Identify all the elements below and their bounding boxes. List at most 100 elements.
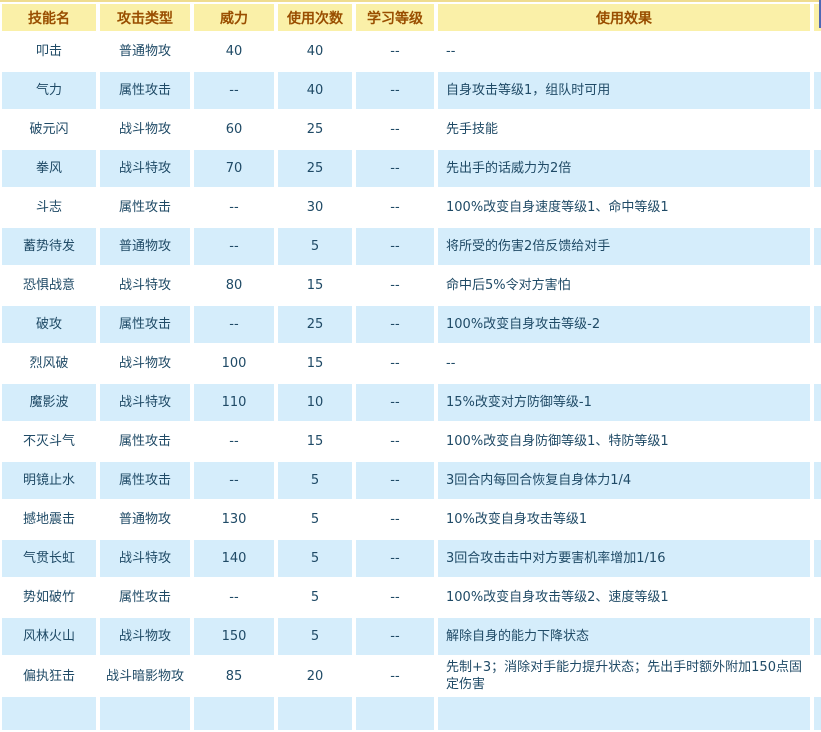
cell-level: -- <box>356 501 434 538</box>
cell-pp: 30 <box>278 189 352 226</box>
cell-effect: 将所受的伤害2倍反馈给对手 <box>438 228 810 265</box>
cell-power: -- <box>194 228 274 265</box>
cell-level: -- <box>356 228 434 265</box>
column-header: 威力 <box>194 4 274 31</box>
cell-pp: 5 <box>278 462 352 499</box>
edge-column-header <box>814 4 821 31</box>
cell-empty <box>2 697 96 730</box>
cell-power: -- <box>194 306 274 343</box>
cell-skill: 斗志 <box>2 189 96 226</box>
table-row: 恐惧战意 战斗特攻 80 15 -- 命中后5%令对方害怕 <box>2 267 821 304</box>
cell-level: -- <box>356 462 434 499</box>
cell-level: -- <box>356 189 434 226</box>
table-row: 偏执狂击 战斗暗影物攻 85 20 -- 先制+3；消除对手能力提升状态；先出手时额外附加… <box>2 657 821 695</box>
cell-type: 属性攻击 <box>100 306 190 343</box>
edge-cell <box>814 150 821 187</box>
cell-power: 150 <box>194 618 274 655</box>
table-body: 叩击 普通物攻 40 40 -- -- 气力 属性攻击 -- 40 -- 自身攻击等级1，组队时可用破… <box>2 33 821 730</box>
edge-cell <box>814 540 821 577</box>
cell-pp: 25 <box>278 150 352 187</box>
table-row-clipped <box>2 697 821 730</box>
cell-pp: 5 <box>278 618 352 655</box>
cell-effect: -- <box>438 345 810 382</box>
table-row: 蓄势待发 普通物攻 -- 5 -- 将所受的伤害2倍反馈给对手 <box>2 228 821 265</box>
cell-pp: 10 <box>278 384 352 421</box>
cell-level: -- <box>356 267 434 304</box>
cell-effect: 100%改变自身防御等级1、特防等级1 <box>438 423 810 460</box>
edge-cell <box>814 423 821 460</box>
cell-pp: 25 <box>278 306 352 343</box>
cell-type: 战斗特攻 <box>100 150 190 187</box>
edge-cell <box>814 697 821 730</box>
cell-level: -- <box>356 384 434 421</box>
cell-power: 110 <box>194 384 274 421</box>
cell-type: 普通物攻 <box>100 228 190 265</box>
cell-type: 属性攻击 <box>100 462 190 499</box>
cell-level: -- <box>356 306 434 343</box>
cell-pp: 20 <box>278 657 352 695</box>
cell-type: 战斗特攻 <box>100 384 190 421</box>
table-row: 不灭斗气 属性攻击 -- 15 -- 100%改变自身防御等级1、特防等级1 <box>2 423 821 460</box>
cell-pp: 5 <box>278 540 352 577</box>
cell-pp: 5 <box>278 501 352 538</box>
cell-empty <box>100 697 190 730</box>
cell-skill: 势如破竹 <box>2 579 96 616</box>
cell-effect: 10%改变自身攻击等级1 <box>438 501 810 538</box>
cell-effect: 自身攻击等级1，组队时可用 <box>438 72 810 109</box>
table-row: 叩击 普通物攻 40 40 -- -- <box>2 33 821 70</box>
cell-level: -- <box>356 33 434 70</box>
cell-empty <box>278 697 352 730</box>
table-row: 斗志 属性攻击 -- 30 -- 100%改变自身速度等级1、命中等级1 <box>2 189 821 226</box>
cell-effect: 解除自身的能力下降状态 <box>438 618 810 655</box>
cell-skill: 恐惧战意 <box>2 267 96 304</box>
edge-cell <box>814 267 821 304</box>
cell-type: 属性攻击 <box>100 579 190 616</box>
cell-type: 属性攻击 <box>100 72 190 109</box>
table-row: 气力 属性攻击 -- 40 -- 自身攻击等级1，组队时可用 <box>2 72 821 109</box>
cell-skill: 烈风破 <box>2 345 96 382</box>
table-row: 拳风 战斗特攻 70 25 -- 先出手的话威力为2倍 <box>2 150 821 187</box>
cell-pp: 5 <box>278 579 352 616</box>
cell-level: -- <box>356 657 434 695</box>
column-header: 使用效果 <box>438 4 810 31</box>
edge-cell <box>814 306 821 343</box>
cell-power: -- <box>194 462 274 499</box>
cell-skill: 风林火山 <box>2 618 96 655</box>
header-row: 技能名 攻击类型 威力 使用次数 学习等级 使用效果 <box>2 4 821 31</box>
cell-skill: 蓄势待发 <box>2 228 96 265</box>
cell-effect: 15%改变对方防御等级-1 <box>438 384 810 421</box>
cell-skill: 明镜止水 <box>2 462 96 499</box>
cell-type: 战斗特攻 <box>100 540 190 577</box>
cell-effect: 100%改变自身攻击等级-2 <box>438 306 810 343</box>
edge-cell <box>814 189 821 226</box>
cell-power: -- <box>194 189 274 226</box>
cell-power: 85 <box>194 657 274 695</box>
cell-power: 70 <box>194 150 274 187</box>
table-row: 明镜止水 属性攻击 -- 5 -- 3回合内每回合恢复自身体力1/4 <box>2 462 821 499</box>
edge-cell <box>814 501 821 538</box>
edge-cell <box>814 111 821 148</box>
cell-level: -- <box>356 540 434 577</box>
cell-power: 130 <box>194 501 274 538</box>
cell-power: 60 <box>194 111 274 148</box>
cell-effect: 100%改变自身攻击等级2、速度等级1 <box>438 579 810 616</box>
cell-power: -- <box>194 72 274 109</box>
edge-cell <box>814 228 821 265</box>
edge-cell <box>814 72 821 109</box>
table-row: 破攻 属性攻击 -- 25 -- 100%改变自身攻击等级-2 <box>2 306 821 343</box>
cell-level: -- <box>356 150 434 187</box>
cell-skill: 气贯长虹 <box>2 540 96 577</box>
cell-type: 战斗物攻 <box>100 111 190 148</box>
cell-level: -- <box>356 72 434 109</box>
cell-effect: 100%改变自身速度等级1、命中等级1 <box>438 189 810 226</box>
cell-empty <box>194 697 274 730</box>
cell-pp: 15 <box>278 267 352 304</box>
column-header: 学习等级 <box>356 4 434 31</box>
edge-cell <box>814 384 821 421</box>
edge-cell <box>814 618 821 655</box>
column-header: 攻击类型 <box>100 4 190 31</box>
edge-cell <box>814 579 821 616</box>
cell-effect: 先出手的话威力为2倍 <box>438 150 810 187</box>
cell-skill: 魔影波 <box>2 384 96 421</box>
